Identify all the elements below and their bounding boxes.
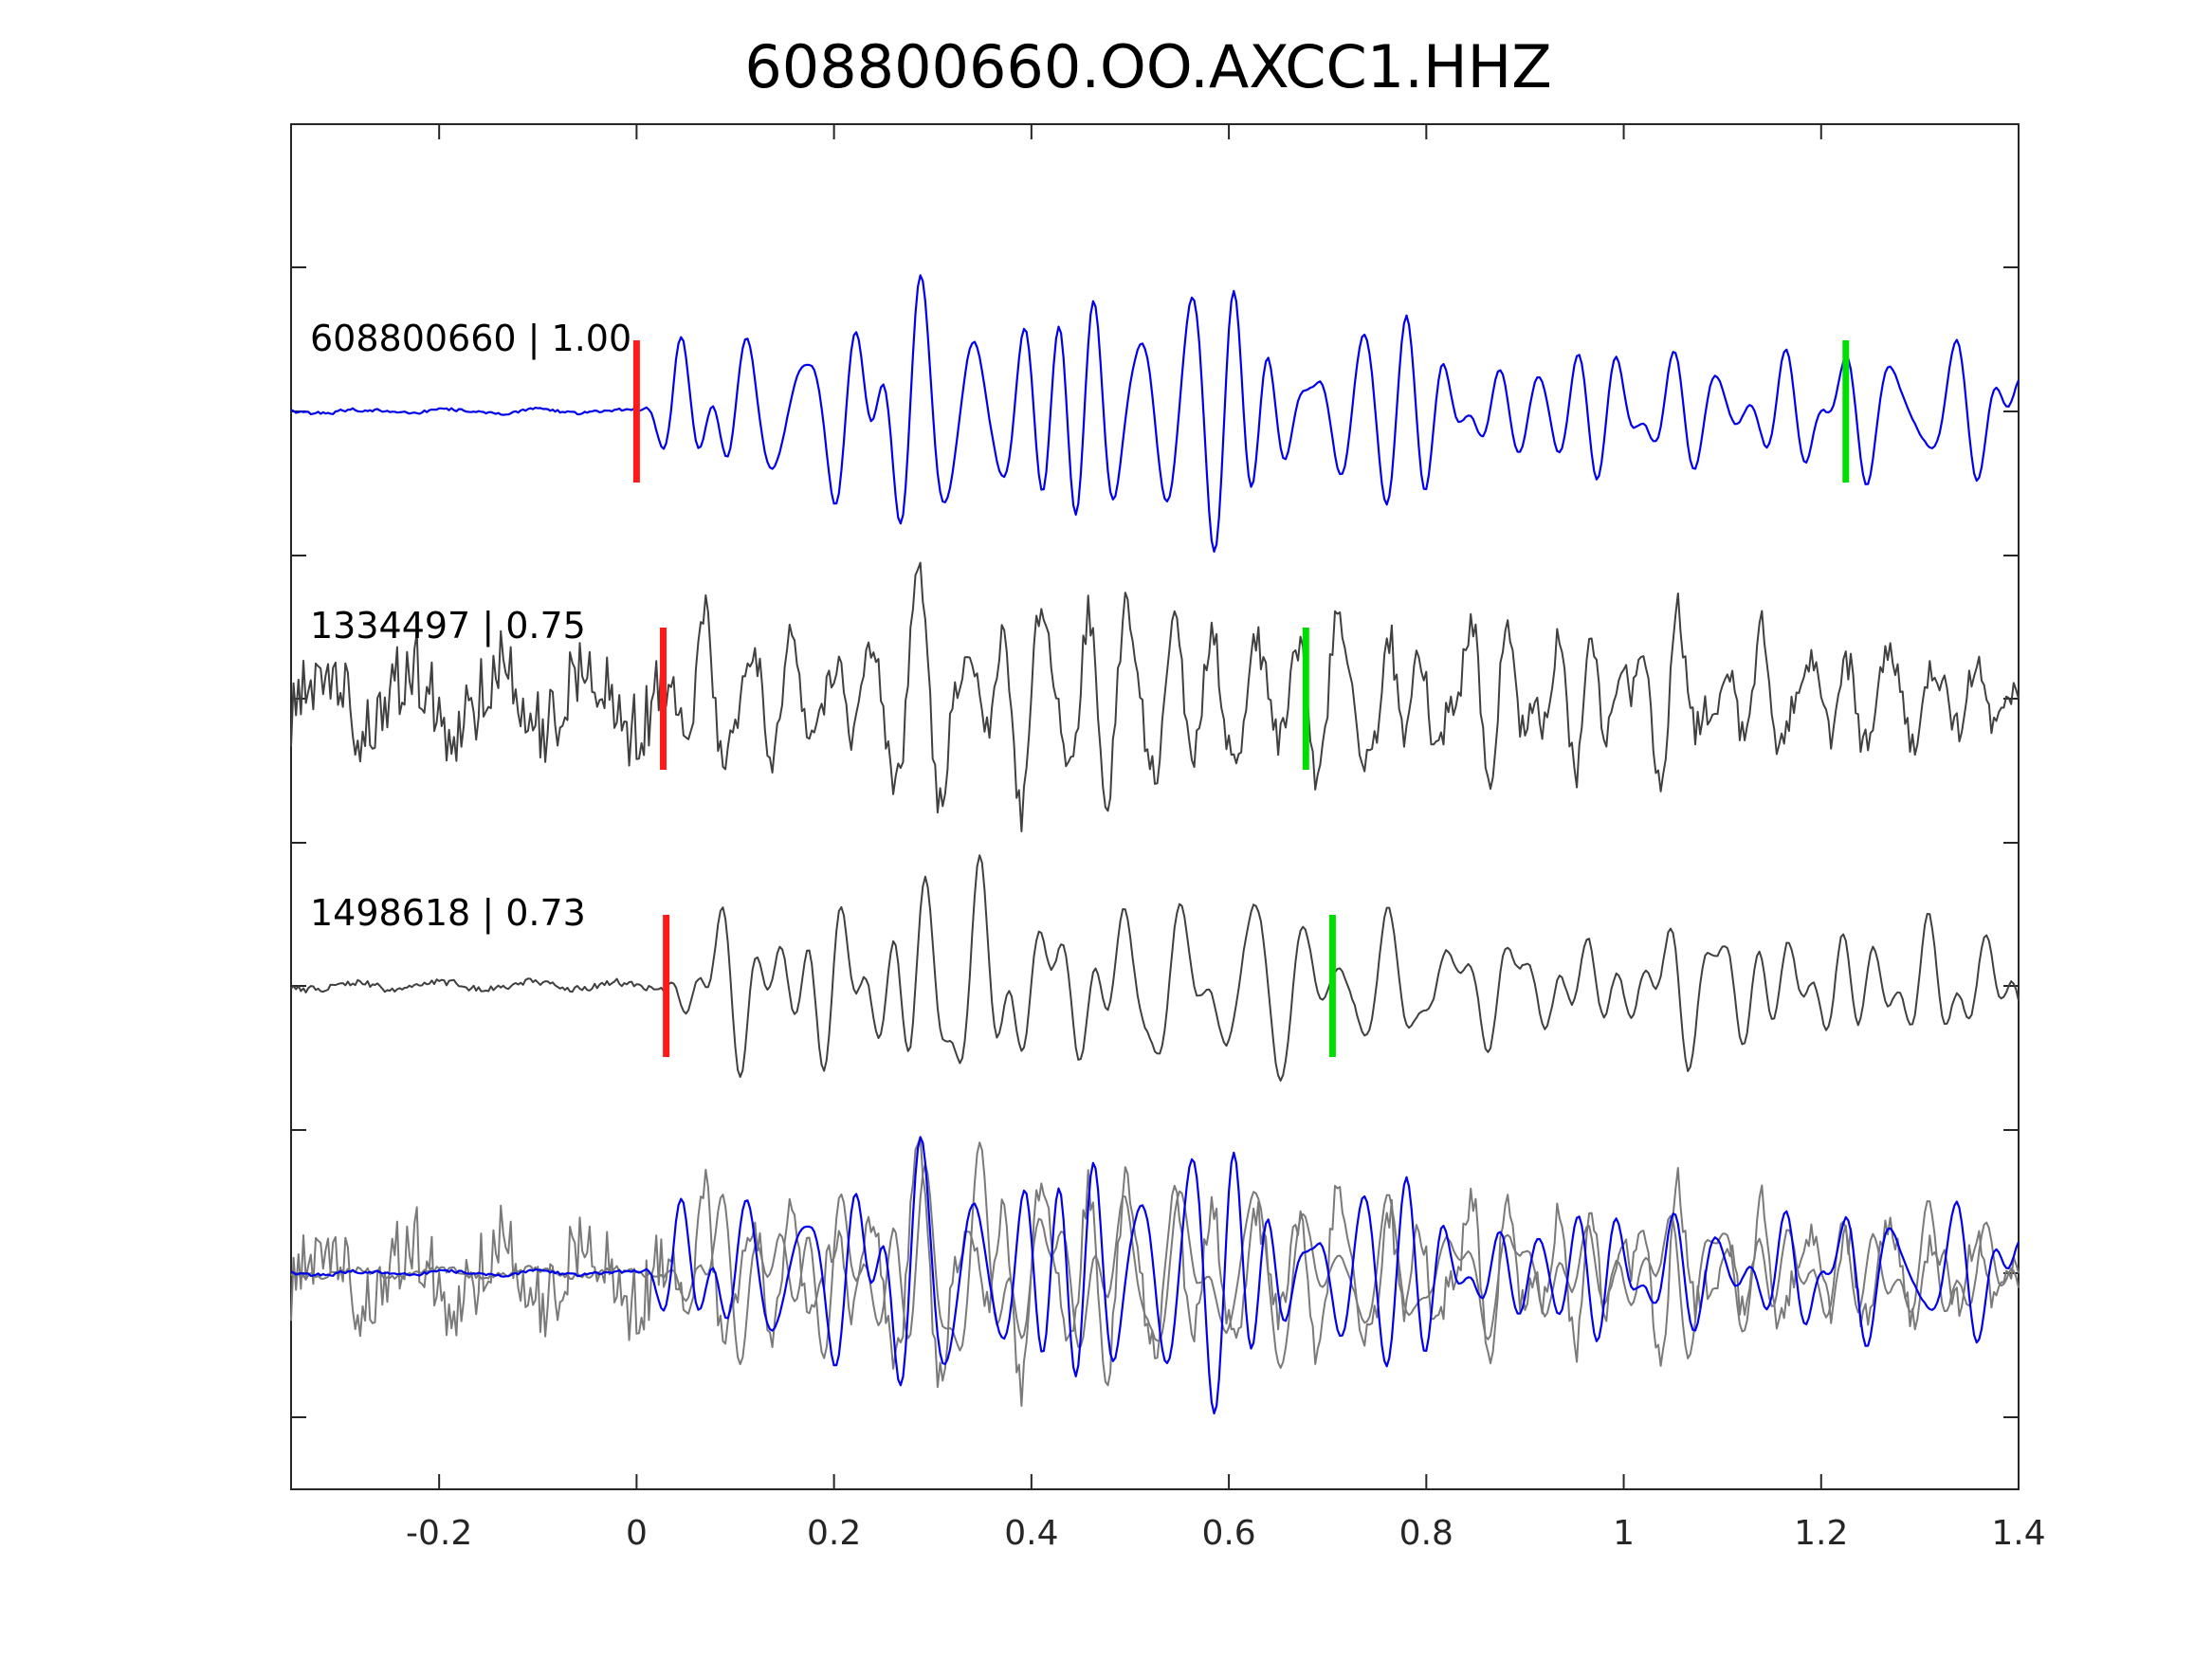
x-tick-label: 1.4 bbox=[1991, 1514, 2045, 1553]
trace-label-3: 1498618 | 0.73 bbox=[310, 892, 586, 935]
x-tick-label: 1.2 bbox=[1794, 1514, 1848, 1553]
x-tick-label: 0 bbox=[626, 1514, 648, 1553]
trace-608800660 bbox=[290, 274, 2020, 553]
trace-label-2: 1334497 | 0.75 bbox=[310, 605, 586, 647]
plot-area bbox=[290, 123, 2020, 1490]
y-axis-ticks bbox=[291, 266, 2019, 1418]
x-tick-label: 1 bbox=[1613, 1514, 1635, 1553]
waveform-traces bbox=[290, 274, 2020, 1414]
x-tick-label: 0.8 bbox=[1399, 1514, 1453, 1553]
trace-1334497 bbox=[290, 561, 2020, 832]
chart-title: 608800660.OO.AXCC1.HHZ bbox=[744, 32, 1551, 101]
phase-picks bbox=[632, 340, 1850, 1057]
x-tick-label: 0.4 bbox=[1004, 1514, 1058, 1553]
overlay-trace-608800660 bbox=[290, 1136, 2020, 1414]
x-tick-label: 0.2 bbox=[807, 1514, 861, 1553]
trace-label-1: 608800660 | 1.00 bbox=[310, 318, 631, 360]
x-axis-ticks: -0.2 0 0.2 0.4 0.6 0.8 1 1.2 1.4 bbox=[406, 124, 2046, 1553]
overlay-trace-1498618 bbox=[290, 1141, 2020, 1369]
trace-1498618 bbox=[290, 854, 2020, 1082]
x-tick-label: -0.2 bbox=[406, 1514, 472, 1553]
x-tick-label: 0.6 bbox=[1201, 1514, 1255, 1553]
